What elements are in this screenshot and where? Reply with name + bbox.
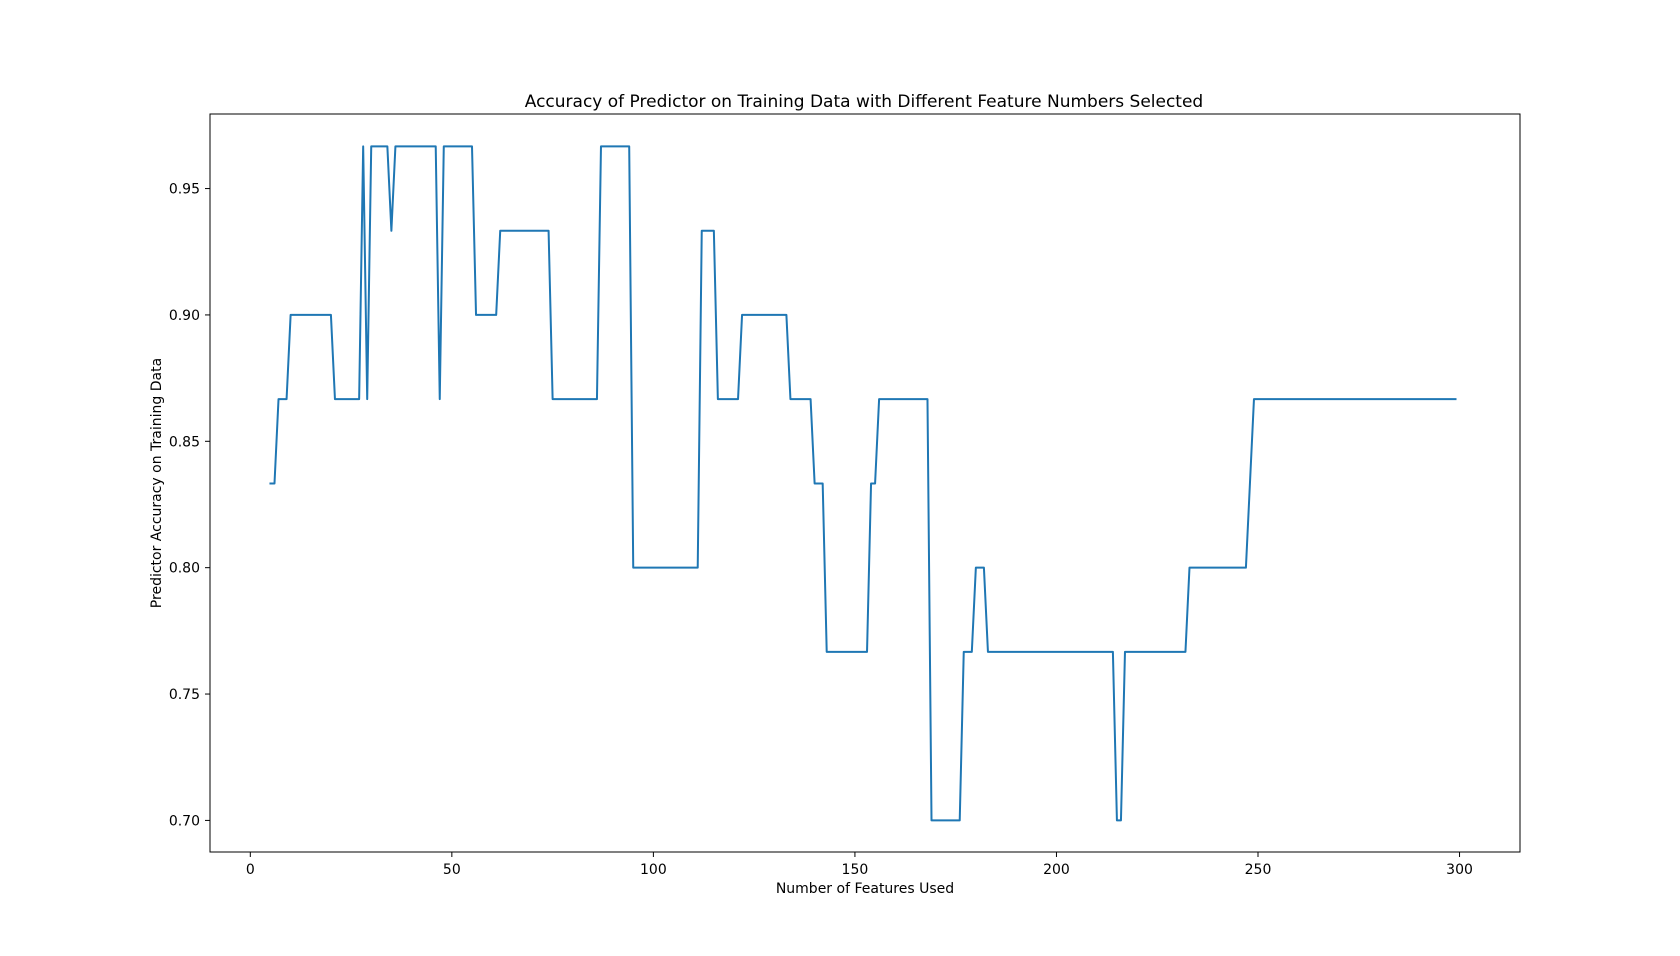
plot-area-frame [209,113,1521,853]
x-tick-label: 300 [1446,862,1473,878]
y-axis-ticks: 0.70 0.75 0.80 0.85 0.90 0.95 [169,182,210,829]
x-tick-label: 200 [1043,862,1070,878]
x-tick-label: 50 [443,862,461,878]
y-axis-label: Predictor Accuracy on Training Data [149,358,165,608]
chart-title: Accuracy of Predictor on Training Data w… [525,92,1203,112]
y-tick-label: 0.75 [169,687,200,703]
series-line-0 [269,145,1457,822]
x-tick-label: 250 [1245,862,1272,878]
x-tick-label: 100 [640,862,667,878]
x-axis-ticks: 0 50 100 150 200 250 300 [246,852,1473,878]
y-tick-label: 0.85 [169,434,200,450]
y-tick-label: 0.95 [169,182,200,198]
y-tick-label: 0.80 [169,561,200,577]
x-tick-label: 0 [246,862,255,878]
series-group [269,145,1457,822]
x-axis-label: Number of Features Used [776,881,954,897]
y-tick-label: 0.90 [169,308,200,324]
y-tick-label: 0.70 [169,813,200,829]
x-tick-label: 150 [842,862,869,878]
